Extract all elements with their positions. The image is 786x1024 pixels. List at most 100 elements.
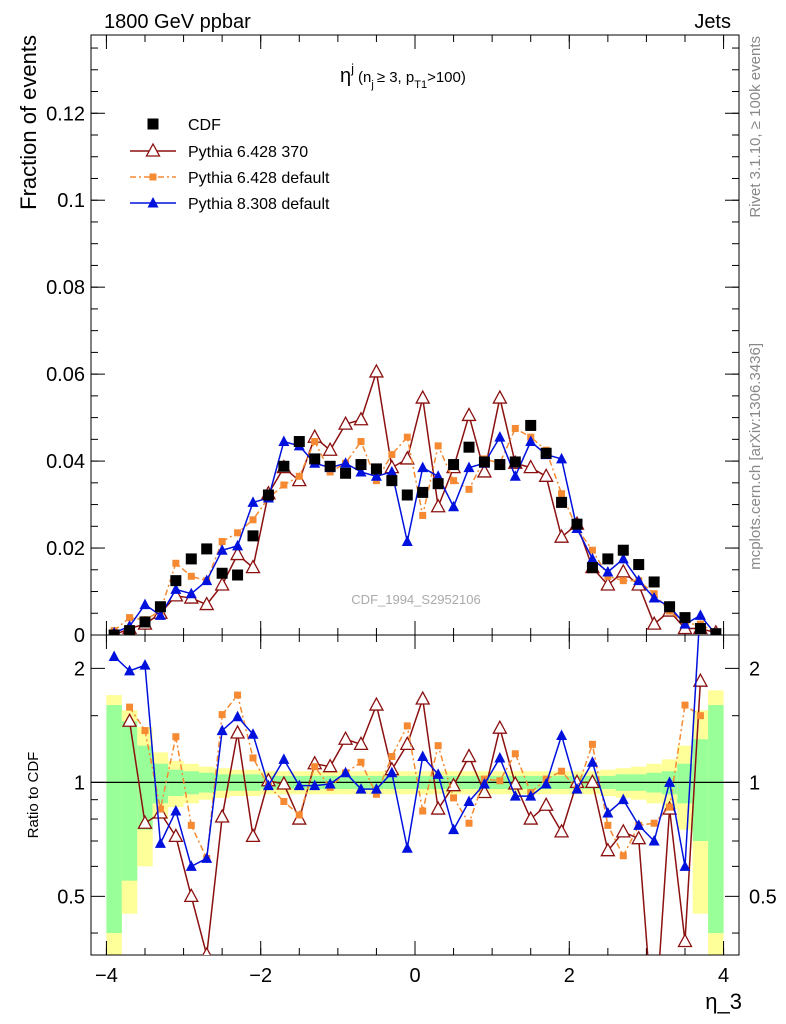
legend-label: Pythia 6.428 370 <box>188 144 308 161</box>
pythia-8-308-default-point <box>370 470 382 481</box>
main-y-axis-label: Fraction of events <box>16 35 41 210</box>
cdf-point <box>525 419 537 431</box>
pythia-8-308-default-point <box>340 457 352 468</box>
pythia-6-428-default-ratio-point <box>311 763 319 771</box>
pythia-6-428-370-point <box>368 363 385 378</box>
pythia-6-428-default-ratio-point <box>172 733 180 741</box>
y-tick-label: 0.1 <box>57 190 85 212</box>
pythia-6-428-370-ratio-point <box>538 796 554 811</box>
pythia-6-428-370-ratio-point <box>677 933 693 948</box>
x-axis-label: η_3 <box>705 989 742 1014</box>
cdf-point <box>417 486 429 498</box>
pythia-6-428-default-point <box>388 451 396 459</box>
pythia-8-308-default-ratio-line <box>113 635 700 868</box>
pythia-8-308-default-ratio-point <box>293 779 305 791</box>
cdf-point <box>262 489 274 501</box>
band-green-bin <box>137 745 153 830</box>
pythia-8-308-default-point <box>417 461 429 473</box>
x-tick-label: 0 <box>409 965 420 987</box>
pythia-8-308-default-ratio-point <box>648 835 660 846</box>
legend: CDF Pythia 6.428 370 Pythia 6.428 default P… <box>130 117 330 213</box>
pythia-6-428-default-ratio-point <box>450 794 458 802</box>
pythia-8-308-default-ratio-point <box>602 807 614 818</box>
cdf-point <box>309 453 321 465</box>
cdf-point <box>340 467 352 479</box>
pythia-8-308-default-line <box>113 435 717 635</box>
pythia-6-428-default-ratio-point <box>126 703 134 711</box>
pythia-6-428-370-ratio-point <box>399 735 415 751</box>
pythia-6-428-default-ratio-point <box>388 753 396 761</box>
pythia-8-308-default-point <box>648 592 660 603</box>
pythia-6-428-default-ratio-point <box>619 852 627 860</box>
cdf-point <box>571 518 583 530</box>
ratio-plot-series <box>108 598 709 955</box>
ratio-y-tick-label: 2 <box>74 658 85 680</box>
band-green-bin <box>708 705 724 934</box>
pythia-6-428-370-point <box>476 463 493 478</box>
pythia-6-428-default-point <box>619 577 627 585</box>
pythia-8-308-default-ratio-point <box>571 783 583 794</box>
cdf-point <box>478 456 490 468</box>
pythia-6-428-370-point <box>461 407 477 422</box>
pythia-8-308-default-ratio-point <box>494 751 506 763</box>
legend-label: CDF <box>188 117 221 134</box>
pythia-6-428-370-point <box>399 450 415 465</box>
pythia-6-428-default-point <box>311 438 319 446</box>
pythia-6-428-370-ratio-point <box>353 735 369 751</box>
pythia-6-428-default-point <box>403 433 411 441</box>
cdf-point <box>139 616 151 628</box>
pythia-8-308-default-ratio-point <box>216 724 228 736</box>
y-tick-label: 0 <box>74 625 85 647</box>
pythia-6-428-default-point <box>218 538 226 546</box>
pythia-8-308-default-ratio-point <box>340 766 352 778</box>
pythia-6-428-default-ratio-point <box>372 790 380 798</box>
pythia-6-428-370-point <box>538 467 554 482</box>
pythia-8-308-default-ratio-point <box>185 860 197 871</box>
y-tick-label: 0.08 <box>46 277 85 299</box>
cdf-point <box>247 530 259 542</box>
pythia-8-308-default-point <box>386 465 398 477</box>
pythia-6-428-default-ratio-point <box>650 819 658 827</box>
pythia-8-308-default-ratio-point <box>695 598 706 609</box>
cdf-point <box>509 456 521 468</box>
cdf-point <box>124 625 136 635</box>
pythia-6-428-370-ratio-point <box>183 887 199 902</box>
pythia-6-428-370-point <box>245 559 261 574</box>
pythia-6-428-370-point <box>600 576 616 591</box>
pythia-8-308-default-point <box>448 500 460 512</box>
pythia-8-308-default-point <box>355 465 367 477</box>
pythia-6-428-default-ratio-point <box>558 767 566 775</box>
cdf-point <box>586 562 598 574</box>
cdf-point <box>170 575 182 587</box>
ratio-y-tick-label: 0.5 <box>57 886 85 908</box>
pythia-6-428-default-ratio-point <box>666 803 674 811</box>
legend-marker <box>147 197 159 208</box>
pythia-8-308-default-point <box>185 587 197 599</box>
cdf-point <box>556 496 568 508</box>
band-green-bin <box>692 739 709 842</box>
pythia-8-308-default-ratio-point <box>170 805 182 816</box>
pythia-8-308-default-point <box>201 574 213 586</box>
pythia-6-428-default-point <box>434 442 442 450</box>
y-tick-label: 0.06 <box>46 364 85 386</box>
pythia-6-428-370-ratio-point <box>492 719 508 734</box>
cdf-point <box>355 459 367 471</box>
cdf-point <box>679 612 691 624</box>
pythia-6-428-370-point <box>353 411 369 426</box>
header-collision-label: 1800 GeV ppbar <box>104 11 251 33</box>
pythia-8-308-default-point <box>139 598 151 610</box>
pythia-8-308-default-ratio-point <box>324 778 336 789</box>
pythia-6-428-370-ratio-point <box>415 690 431 705</box>
cdf-point <box>540 447 552 459</box>
pythia-8-308-default-point <box>617 552 629 564</box>
pythia-6-428-370-ratio-point <box>584 773 601 789</box>
pythia-6-428-default-point <box>511 424 519 432</box>
pythia-8-308-default-ratio-point <box>386 766 398 778</box>
cdf-point <box>432 478 444 490</box>
pythia-6-428-default-ratio-point <box>403 722 411 730</box>
legend-label: Pythia 6.428 default <box>188 170 330 187</box>
pythia-8-308-default-point <box>432 470 444 481</box>
pythia-6-428-default-ratio-point <box>419 807 427 815</box>
pythia-6-428-default-point <box>357 438 365 446</box>
